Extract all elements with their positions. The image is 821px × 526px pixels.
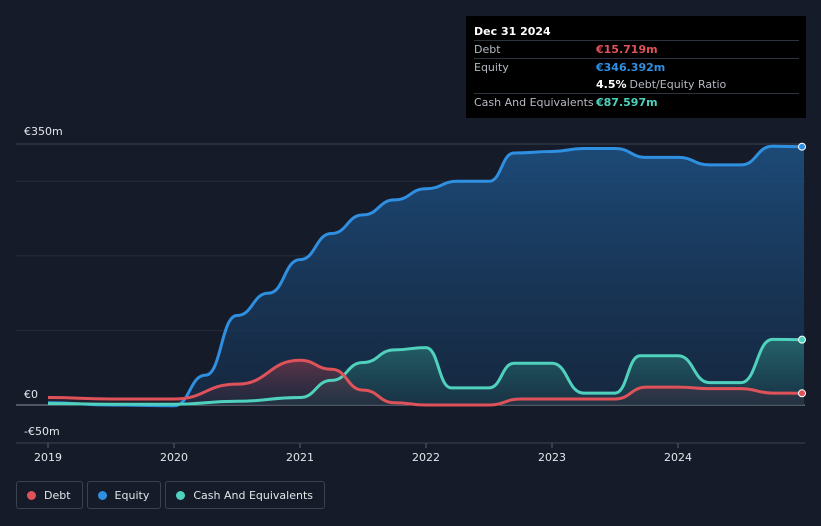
y-tick-label-neg50: -€50m <box>24 425 60 438</box>
cash-dot-icon <box>176 490 186 500</box>
x-axis: 2019 2020 2021 2022 2023 2024 <box>34 443 692 464</box>
equity-area <box>48 146 804 406</box>
cash-and-equivalents-end-marker <box>798 335 806 344</box>
legend-item-equity[interactable]: Equity <box>86 481 162 509</box>
x-tick-label-2022: 2022 <box>412 451 440 464</box>
cash-and-equivalents-area <box>48 339 804 405</box>
debt-area <box>48 360 804 405</box>
tooltip-equity-row: Equity €346.392m <box>474 58 799 76</box>
y-tick-label-0: €0 <box>24 388 38 401</box>
legend-label-cash: Cash And Equivalents <box>193 488 313 502</box>
legend-item-debt[interactable]: Debt <box>16 481 83 509</box>
legend-label-equity: Equity <box>114 488 150 502</box>
tooltip-cash-label: Cash And Equivalents <box>474 96 594 109</box>
tooltip-debt-row: Debt €15.719m <box>474 40 799 58</box>
tooltip-equity-label: Equity <box>474 61 509 74</box>
legend-label-debt: Debt <box>44 488 71 502</box>
data-tooltip: Dec 31 2024 Debt €15.719m Equity €346.39… <box>466 16 806 118</box>
tooltip-ratio-label: Debt/Equity Ratio <box>629 78 727 91</box>
equity-line <box>47 144 805 408</box>
tooltip-debt-label: Debt <box>474 43 501 56</box>
x-tick-label-2021: 2021 <box>286 451 314 464</box>
tooltip-ratio-row: 4.5% Debt/Equity Ratio <box>474 76 799 93</box>
x-tick-label-2020: 2020 <box>160 451 188 464</box>
series-lines <box>47 142 806 408</box>
tooltip-cash-row: Cash And Equivalents €87.597m <box>474 93 799 111</box>
debt-line <box>47 358 805 407</box>
y-tick-label-350: €350m <box>24 125 63 138</box>
debt-end-marker <box>798 389 806 398</box>
series-areas <box>48 146 804 406</box>
cash-and-equivalents-line <box>47 337 805 406</box>
x-tick-label-2023: 2023 <box>538 451 566 464</box>
x-tick-label-2024: 2024 <box>664 451 692 464</box>
equity-end-marker <box>798 142 806 151</box>
x-tick-label-2019: 2019 <box>34 451 62 464</box>
tooltip-date: Dec 31 2024 <box>474 25 551 38</box>
chart-legend: Debt Equity Cash And Equivalents <box>16 481 325 511</box>
equity-dot-icon <box>97 490 107 500</box>
tooltip-ratio-value: 4.5% <box>596 78 627 91</box>
debt-dot-icon <box>27 490 36 500</box>
tooltip-equity-value: €346.392m <box>596 61 666 74</box>
legend-item-cash[interactable]: Cash And Equivalents <box>165 481 325 509</box>
tooltip-cash-value: €87.597m <box>596 96 658 109</box>
tooltip-debt-value: €15.719m <box>596 43 658 56</box>
